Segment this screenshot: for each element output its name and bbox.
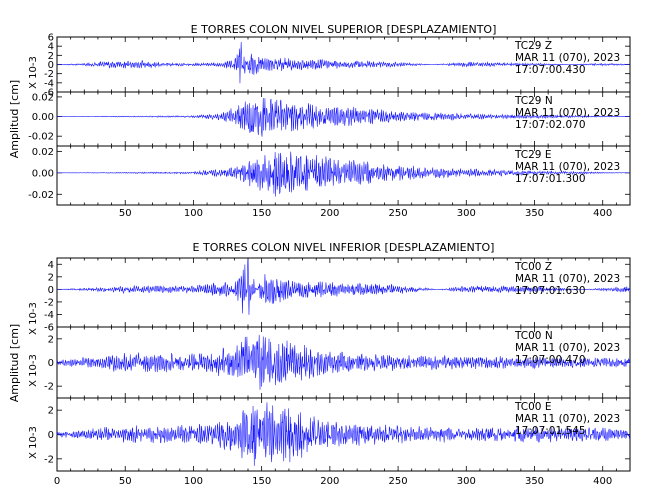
y-tick-label: -2 xyxy=(44,382,54,393)
y-tick-label: 0 xyxy=(48,430,54,441)
y-tick-label: 0.02 xyxy=(32,92,54,103)
x-tick-label: 150 xyxy=(252,208,271,219)
y-tick-label: 0 xyxy=(48,60,54,71)
trace-time-label: 17:07:01.300 xyxy=(515,173,586,185)
y-tick-label: -4 xyxy=(44,78,54,89)
waveform-line xyxy=(56,42,631,84)
figure-lower: E TORRES COLON NIVEL INFERIOR [DESPLAZAM… xyxy=(8,241,631,487)
trace-date-label: MAR 11 (070), 2023 xyxy=(515,107,620,119)
y-tick-label: -6 xyxy=(44,88,54,99)
y-tick-label: 2 xyxy=(48,272,54,283)
x-tick-label: 50 xyxy=(119,476,132,487)
y-tick-label: 0 xyxy=(48,358,54,369)
x-tick-label: 350 xyxy=(525,208,544,219)
y-tick-label: -0.02 xyxy=(28,132,54,143)
trace-date-label: MAR 11 (070), 2023 xyxy=(515,52,620,64)
x-tick-label: 300 xyxy=(457,476,476,487)
multiplier-label: X 10-3 xyxy=(28,354,39,387)
x-tick-label: 350 xyxy=(525,476,544,487)
trace-date-label: MAR 11 (070), 2023 xyxy=(515,161,620,173)
x-tick-label: 200 xyxy=(320,208,339,219)
x-tick-label: 150 xyxy=(252,476,271,487)
x-tick-label: 100 xyxy=(184,208,203,219)
y-tick-label: -2 xyxy=(44,454,54,465)
waveform-line xyxy=(57,151,630,197)
trace-station-label: TC00 N xyxy=(514,330,553,342)
waveform-line xyxy=(56,334,631,390)
figure-title: E TORRES COLON NIVEL INFERIOR [DESPLAZAM… xyxy=(193,241,495,254)
y-tick-label: 0.02 xyxy=(32,147,54,158)
y-axis-label: Amplitud [cm] xyxy=(8,324,21,402)
y-tick-label: 2 xyxy=(48,334,54,345)
multiplier-label: X 10-3 xyxy=(28,302,39,335)
x-tick-label: 50 xyxy=(119,208,132,219)
x-tick-label: 200 xyxy=(320,476,339,487)
x-tick-label: 400 xyxy=(593,208,612,219)
trace-station-label: TC29 E xyxy=(514,149,551,161)
trace-station-label: TC29 N xyxy=(514,95,553,107)
y-tick-label: 4 xyxy=(48,260,54,271)
y-tick-label: 2 xyxy=(48,406,54,417)
x-tick-label: 300 xyxy=(457,208,476,219)
multiplier-label: X 10-3 xyxy=(28,56,39,89)
y-tick-label: 2 xyxy=(48,51,54,62)
y-tick-label: 4 xyxy=(48,42,54,53)
y-tick-label: -4 xyxy=(44,310,54,321)
y-tick-label: -2 xyxy=(44,297,54,308)
y-tick-label: 0.00 xyxy=(32,112,54,123)
trace-time-label: 17:07:01.630 xyxy=(515,285,586,297)
y-tick-label: 0.00 xyxy=(32,168,54,179)
x-tick-label: 100 xyxy=(184,476,203,487)
y-tick-label: -0.02 xyxy=(28,190,54,201)
waveform-line xyxy=(57,259,631,315)
trace-station-label: TC29 Z xyxy=(514,40,552,52)
x-tick-label: 0 xyxy=(54,476,60,487)
waveform-line xyxy=(56,97,631,137)
x-tick-label: 400 xyxy=(593,476,612,487)
figure-title: E TORRES COLON NIVEL SUPERIOR [DESPLAZAM… xyxy=(191,23,497,36)
waveform-line xyxy=(56,402,631,466)
trace-date-label: MAR 11 (070), 2023 xyxy=(515,273,620,285)
x-tick-label: 250 xyxy=(389,208,408,219)
y-axis-label: Amplitud [cm] xyxy=(8,80,21,158)
figure-upper: E TORRES COLON NIVEL SUPERIOR [DESPLAZAM… xyxy=(8,23,631,219)
trace-date-label: MAR 11 (070), 2023 xyxy=(515,413,620,425)
trace-station-label: TC00 Z xyxy=(514,261,552,273)
y-tick-label: 0 xyxy=(48,285,54,296)
x-tick-label: 250 xyxy=(389,476,408,487)
trace-time-label: 17:07:00.470 xyxy=(515,354,586,366)
y-tick-label: -6 xyxy=(44,323,54,334)
y-tick-label: 6 xyxy=(48,33,54,44)
multiplier-label: X 10-3 xyxy=(28,426,39,459)
trace-time-label: 17:07:00.430 xyxy=(515,64,586,76)
y-tick-label: -2 xyxy=(44,69,54,80)
trace-station-label: TC00 E xyxy=(514,401,551,413)
trace-time-label: 17:07:01.545 xyxy=(515,425,586,437)
trace-time-label: 17:07:02.070 xyxy=(515,119,586,131)
trace-date-label: MAR 11 (070), 2023 xyxy=(515,342,620,354)
